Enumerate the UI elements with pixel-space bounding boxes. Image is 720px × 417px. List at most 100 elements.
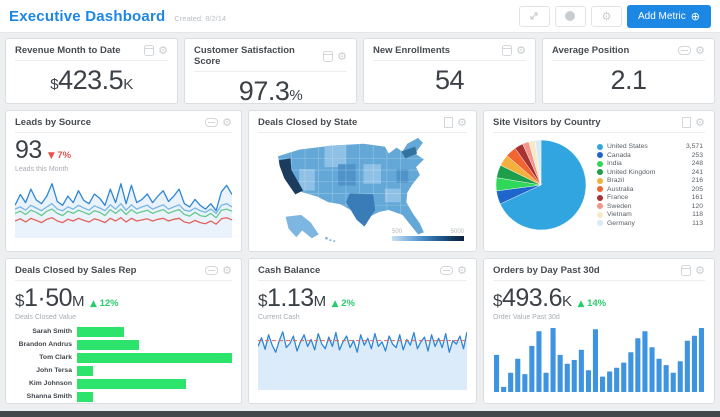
gear-icon[interactable]: ⚙ <box>695 264 705 277</box>
cash-subtitle: Current Cash <box>258 314 300 321</box>
kpi-row: Revenue Month to Date ⚙ $423.5K Customer… <box>5 38 715 106</box>
leads-delta: ▼ 7% <box>47 150 72 161</box>
legend-dot-icon <box>597 203 603 210</box>
order-bar <box>571 360 577 392</box>
order-bar <box>501 386 507 392</box>
gear-icon[interactable]: ⚙ <box>457 264 467 277</box>
order-bar <box>691 335 697 392</box>
legend-country-value: 241 <box>691 168 703 176</box>
rep-bar <box>77 378 186 389</box>
line-2 <box>15 203 232 215</box>
order-bar <box>515 358 521 392</box>
database-icon <box>144 45 155 56</box>
gear-icon[interactable]: ⚙ <box>695 116 705 129</box>
sales-bar-row: Sarah Smith <box>15 325 232 338</box>
gear-icon[interactable]: ⚙ <box>337 49 347 63</box>
order-bar <box>564 363 570 392</box>
expand-icon <box>529 11 539 21</box>
chart-bar-icon <box>205 266 219 275</box>
panel-title: Revenue Month to Date <box>15 45 121 56</box>
line-1 <box>15 183 232 212</box>
rep-name-label: Brandon Andrus <box>18 341 72 348</box>
middle-row: Leads by Source ⚙ 93 ▼ 7% Leads this Mon… <box>5 110 715 252</box>
order-bar <box>663 365 669 392</box>
kpi-card-revenue: Revenue Month to Date ⚙ $423.5K <box>5 38 178 104</box>
down-arrow-icon: ▼ <box>47 151 55 161</box>
state-california <box>278 158 304 195</box>
legend-dot-icon <box>597 169 603 176</box>
legend-country-label: Brazil <box>607 177 624 185</box>
legend-country-label: Canada <box>607 151 631 159</box>
state-alaska <box>285 214 319 239</box>
order-bar <box>600 376 606 392</box>
leads-value: 93 <box>15 136 42 164</box>
panel-title: New Enrollments <box>373 45 451 56</box>
visitors-pie-chart <box>495 139 587 231</box>
dashboard-settings-button[interactable]: ⚙ <box>590 5 622 27</box>
legend-country-label: United States <box>607 143 648 151</box>
legend-item: Canada 253 <box>597 152 703 159</box>
state-new-york <box>401 146 418 159</box>
order-bar <box>494 354 500 392</box>
legend-min-label: 500 <box>392 229 403 235</box>
sales-subtitle: Deals Closed Value <box>15 314 76 321</box>
record-button[interactable] <box>554 5 586 27</box>
legend-country-label: Australia <box>607 185 634 193</box>
legend-item: Sweden 120 <box>597 203 703 210</box>
order-bar <box>614 367 620 392</box>
gear-icon[interactable]: ⚙ <box>222 116 232 129</box>
legend-country-label: Vietnam <box>607 211 632 219</box>
up-arrow-icon: ▲ <box>577 299 585 309</box>
cash-balance-panel: Cash Balance ⚙ $1.13M ▲ 2% Current Cash <box>248 258 477 404</box>
cash-value: $1.13M <box>258 284 326 312</box>
gear-icon[interactable]: ⚙ <box>457 116 467 129</box>
fullscreen-button[interactable] <box>518 5 550 27</box>
order-bar <box>585 370 591 392</box>
panel-title: Cash Balance <box>258 265 321 276</box>
order-bar <box>642 331 648 392</box>
rep-name-label: Tom Clark <box>39 354 72 361</box>
leads-by-source-panel: Leads by Source ⚙ 93 ▼ 7% Leads this Mon… <box>5 110 242 252</box>
page-title: Executive Dashboard <box>9 7 166 25</box>
panel-title: Site Visitors by Country <box>493 117 601 128</box>
sales-delta: ▲ 12% <box>90 298 119 309</box>
up-arrow-icon: ▲ <box>90 299 97 309</box>
legend-dot-icon <box>597 186 603 193</box>
cash-delta: ▲ 2% <box>331 298 355 309</box>
gear-icon[interactable]: ⚙ <box>516 44 526 57</box>
sheet-icon <box>682 117 692 128</box>
map-legend: 500 5000 <box>392 229 464 241</box>
cash-chart <box>258 331 467 390</box>
panel-title: Orders by Day Past 30d <box>493 265 600 276</box>
orders-delta: ▲ 14% <box>577 298 607 309</box>
orders-value: $493.6K <box>493 284 572 312</box>
add-metric-button[interactable]: Add Metric ⊕ <box>626 4 711 28</box>
database-icon <box>502 45 513 56</box>
kpi-value: $423.5K <box>50 65 133 95</box>
visitors-legend: United States 3,571 Canada 253 India 248 Unite… <box>597 143 705 227</box>
legend-max-label: 5000 <box>450 229 464 235</box>
rep-name-label: Kim Johnson <box>28 380 72 387</box>
legend-gradient-bar <box>392 236 464 241</box>
legend-country-value: 118 <box>692 211 703 219</box>
rep-bar <box>77 391 93 402</box>
sales-bar-row: John Tersa <box>15 364 232 377</box>
order-bar <box>656 358 662 392</box>
gear-icon[interactable]: ⚙ <box>222 264 232 277</box>
kpi-value: 54 <box>434 65 465 95</box>
legend-country-value: 205 <box>691 185 703 193</box>
legend-country-value: 120 <box>691 202 703 210</box>
kpi-value: 97.3% <box>238 76 303 106</box>
dashboard-grid: Revenue Month to Date ⚙ $423.5K Customer… <box>0 33 720 404</box>
gear-icon[interactable]: ⚙ <box>158 44 168 57</box>
order-bar <box>578 349 584 392</box>
gear-icon[interactable]: ⚙ <box>695 44 705 57</box>
order-bar <box>684 340 690 392</box>
leads-chart <box>15 183 232 238</box>
legend-country-value: 253 <box>691 151 703 159</box>
deals-by-rep-panel: Deals Closed by Sales Rep ⚙ $1·50M ▲ 12%… <box>5 258 242 404</box>
orders-subtitle: Order Value Past 30d <box>493 314 560 321</box>
kpi-card-position: Average Position ⚙ 2.1 <box>542 38 715 104</box>
order-bar <box>698 328 704 392</box>
legend-country-label: Germany <box>607 219 635 227</box>
